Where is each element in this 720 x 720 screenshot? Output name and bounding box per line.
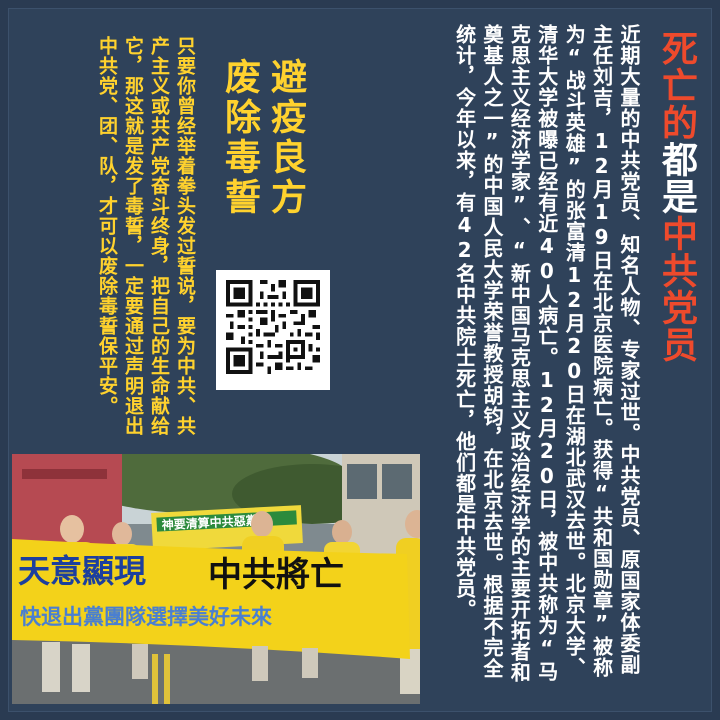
parade-photo: 神要清算中共惡黨 天意顯現 中共將亡 快退出黨團隊選擇美好未來 — [12, 454, 420, 704]
headline-part-1: 死亡的 — [656, 30, 697, 141]
article-text: 近期大量的中共党员、知名人物、专家过世。中共党员、原国家体委副主任刘吉，12月1… — [452, 24, 641, 683]
headline-part-2: 都是 — [656, 141, 697, 215]
motto-title: 避疫良方废除毒誓 — [219, 58, 306, 218]
back-banner-text: 神要清算中共惡黨 — [161, 512, 258, 532]
headline: 死亡的都是中共党员 — [652, 30, 700, 430]
banner-line1-left: 天意顯現 — [18, 552, 146, 590]
banner-line1-right: 中共將亡 — [208, 555, 344, 595]
oath-text: 只要你曾经举着拳头发过誓说，要为中共、共产主义或共产党奋斗终身，把自己的生命献给… — [96, 36, 196, 436]
qr-code-icon — [226, 280, 320, 374]
headline-part-3: 中共党员 — [656, 215, 697, 363]
parade-scene: 神要清算中共惡黨 天意顯現 中共將亡 快退出黨團隊選擇美好未來 — [12, 454, 420, 704]
qr-code[interactable] — [216, 270, 330, 390]
banner-line2: 快退出黨團隊選擇美好未來 — [20, 605, 272, 629]
